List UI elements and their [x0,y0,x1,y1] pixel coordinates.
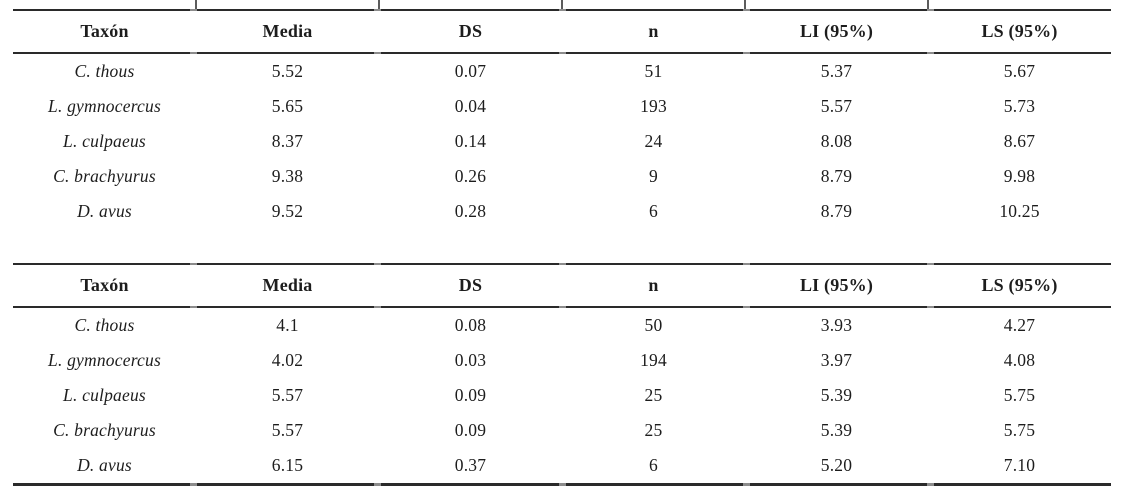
taxon-cell: L. gymnocercus [48,350,161,370]
taxon-cell: D. avus [77,455,132,475]
n-cell: 193 [640,96,667,116]
column-header-media: Media [262,275,313,295]
table-upper: Taxón Media DS n LI (95%) LS (95%) C. th… [13,9,1112,229]
media-cell: 5.52 [271,61,304,81]
ds-cell: 0.03 [454,350,487,370]
media-cell: 4.02 [271,350,304,370]
ds-cell: 0.04 [454,96,487,116]
media-cell: 5.65 [271,96,304,116]
media-cell: 8.37 [271,131,304,151]
table-row: D. avus 9.52 0.28 6 8.79 10.25 [13,194,1111,229]
li95-cell: 5.39 [820,420,853,440]
media-cell: 9.38 [271,166,304,186]
taxon-cell: L. gymnocercus [48,96,161,116]
column-header-ds: DS [458,275,483,295]
n-cell: 194 [640,350,667,370]
li95-cell: 3.93 [820,315,853,335]
table-lower: Taxón Media DS n LI (95%) LS (95%) C. th… [13,263,1112,486]
table-row: L. gymnocercus 5.65 0.04 193 5.57 5.73 [13,89,1111,124]
taxon-cell: C. thous [74,61,135,81]
table-row: L. gymnocercus 4.02 0.03 194 3.97 4.08 [13,343,1111,378]
n-cell: 9 [649,166,658,186]
n-cell: 6 [649,455,658,475]
n-cell: 25 [644,420,663,440]
column-header-ls95: LS (95%) [981,275,1058,295]
ls95-cell: 5.75 [1003,385,1036,405]
table-row: C. thous 4.1 0.08 50 3.93 4.27 [13,308,1111,343]
media-cell: 5.57 [271,420,304,440]
taxon-cell: L. culpaeus [63,131,146,151]
taxon-cell: C. brachyurus [53,166,156,186]
table-gap [13,229,1111,263]
table-lower-header-row: Taxón Media DS n LI (95%) LS (95%) [13,265,1111,306]
ds-cell: 0.26 [454,166,487,186]
n-cell: 50 [644,315,663,335]
ls95-cell: 4.27 [1003,315,1036,335]
column-header-ls95: LS (95%) [981,21,1058,41]
column-header-taxon: Taxón [80,275,129,295]
taxon-cell: C. brachyurus [53,420,156,440]
li95-cell: 8.08 [820,131,853,151]
ds-cell: 0.09 [454,420,487,440]
column-header-taxon: Taxón [80,21,129,41]
media-cell: 6.15 [271,455,304,475]
ds-cell: 0.07 [454,61,487,81]
ds-cell: 0.09 [454,385,487,405]
taxon-cell: C. thous [74,315,135,335]
table-row: C. brachyurus 5.57 0.09 25 5.39 5.75 [13,413,1111,448]
media-cell: 5.57 [271,385,304,405]
n-cell: 51 [644,61,663,81]
table-lower-header-rule [13,306,1112,308]
taxon-cell: D. avus [77,201,132,221]
table-row: L. culpaeus 5.57 0.09 25 5.39 5.75 [13,378,1111,413]
ds-cell: 0.28 [454,201,487,221]
table-row: L. culpaeus 8.37 0.14 24 8.08 8.67 [13,124,1111,159]
ls95-cell: 7.10 [1003,455,1036,475]
li95-cell: 5.39 [820,385,853,405]
media-cell: 9.52 [271,201,304,221]
column-header-n: n [648,21,659,41]
li95-cell: 8.79 [820,201,853,221]
table-upper-header-row: Taxón Media DS n LI (95%) LS (95%) [13,11,1111,52]
ds-cell: 0.37 [454,455,487,475]
ls95-cell: 5.67 [1003,61,1036,81]
ls95-cell: 10.25 [999,201,1040,221]
column-header-li95: LI (95%) [799,21,874,41]
li95-cell: 5.20 [820,455,853,475]
ls95-cell: 8.67 [1003,131,1036,151]
table-upper-top-rule [13,9,1112,11]
ls95-cell: 9.98 [1003,166,1036,186]
column-header-n: n [648,275,659,295]
n-cell: 24 [644,131,663,151]
media-cell: 4.1 [276,315,299,335]
li95-cell: 5.37 [820,61,853,81]
column-header-ds: DS [458,21,483,41]
column-header-li95: LI (95%) [799,275,874,295]
table-upper-header-rule [13,52,1112,54]
table-row: C. thous 5.52 0.07 51 5.37 5.67 [13,54,1111,89]
table-row: D. avus 6.15 0.37 6 5.20 7.10 [13,448,1111,483]
taxon-cell: L. culpaeus [63,385,146,405]
ls95-cell: 5.73 [1003,96,1036,116]
ds-cell: 0.14 [454,131,487,151]
top-edge-column-ticks [13,0,1111,9]
column-header-media: Media [262,21,313,41]
ds-cell: 0.08 [454,315,487,335]
li95-cell: 5.57 [820,96,853,116]
li95-cell: 3.97 [820,350,853,370]
ls95-cell: 5.75 [1003,420,1036,440]
n-cell: 25 [644,385,663,405]
n-cell: 6 [649,201,658,221]
tables-container: Taxón Media DS n LI (95%) LS (95%) C. th… [13,0,1112,486]
ls95-cell: 4.08 [1003,350,1036,370]
table-lower-bottom-rule [13,483,1112,486]
table-lower-top-rule [13,263,1112,265]
table-row: C. brachyurus 9.38 0.26 9 8.79 9.98 [13,159,1111,194]
li95-cell: 8.79 [820,166,853,186]
